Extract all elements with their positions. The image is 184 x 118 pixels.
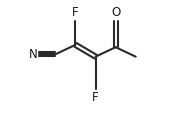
Text: O: O xyxy=(111,6,120,19)
Text: F: F xyxy=(92,91,99,104)
Text: F: F xyxy=(72,6,79,19)
Text: N: N xyxy=(29,48,38,61)
